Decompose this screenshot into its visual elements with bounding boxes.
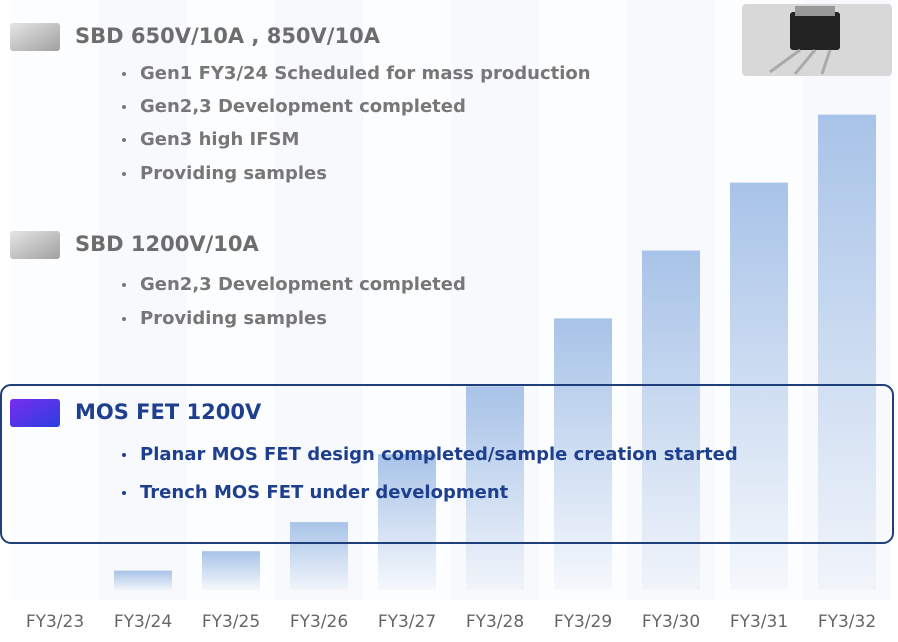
bullet-text: Gen1 FY3/24 Scheduled for mass productio…	[140, 63, 591, 84]
x-tick-label: FY3/25	[202, 612, 260, 632]
bar	[818, 115, 876, 590]
x-tick-label: FY3/30	[642, 612, 700, 632]
column-band	[187, 0, 275, 600]
bullet-dot	[122, 138, 126, 142]
bullet-text: Gen2,3 Development completed	[140, 274, 466, 295]
x-tick-label: FY3/31	[730, 612, 788, 632]
bullet-text: Trench MOS FET under development	[140, 482, 509, 503]
bar	[378, 454, 436, 590]
x-tick-label: FY3/23	[26, 612, 84, 632]
section-icon	[10, 231, 60, 259]
bar	[642, 251, 700, 591]
bar	[730, 183, 788, 590]
section-title: SBD 650V/10A , 850V/10A	[75, 24, 381, 48]
product-photo	[742, 4, 892, 76]
section-icon	[10, 399, 60, 427]
bar	[202, 551, 260, 590]
bar	[290, 522, 348, 590]
bullet-text: Providing samples	[140, 308, 327, 329]
column-band	[11, 0, 99, 600]
x-tick-label: FY3/27	[378, 612, 436, 632]
bullet-dot	[122, 172, 126, 176]
x-tick-label: FY3/26	[290, 612, 348, 632]
x-tick-label: FY3/29	[554, 612, 612, 632]
bullet-dot	[122, 72, 126, 76]
x-tick-label: FY3/32	[818, 612, 876, 632]
x-tick-label: FY3/24	[114, 612, 172, 632]
bullet-text: Planar MOS FET design completed/sample c…	[140, 444, 738, 465]
x-tick-label: FY3/28	[466, 612, 524, 632]
column-band	[275, 0, 363, 600]
bullet-text: Providing samples	[140, 163, 327, 184]
bullet-text: Gen3 high IFSM	[140, 129, 299, 150]
bullet-dot	[122, 317, 126, 321]
slide: FY3/23 FY3/24 FY3/25 FY3/26 FY3/27 FY3/28 FY3/…	[0, 0, 898, 642]
bullet-dot	[122, 283, 126, 287]
section-icon	[10, 23, 60, 51]
section-title: MOS FET 1200V	[75, 400, 262, 424]
column-band	[99, 0, 187, 600]
bullet-dot	[122, 105, 126, 109]
bullet-text: Gen2,3 Development completed	[140, 96, 466, 117]
bullet-dot	[122, 491, 126, 495]
section-title: SBD 1200V/10A	[75, 232, 259, 256]
bullet-dot	[122, 453, 126, 457]
bar	[114, 571, 172, 590]
